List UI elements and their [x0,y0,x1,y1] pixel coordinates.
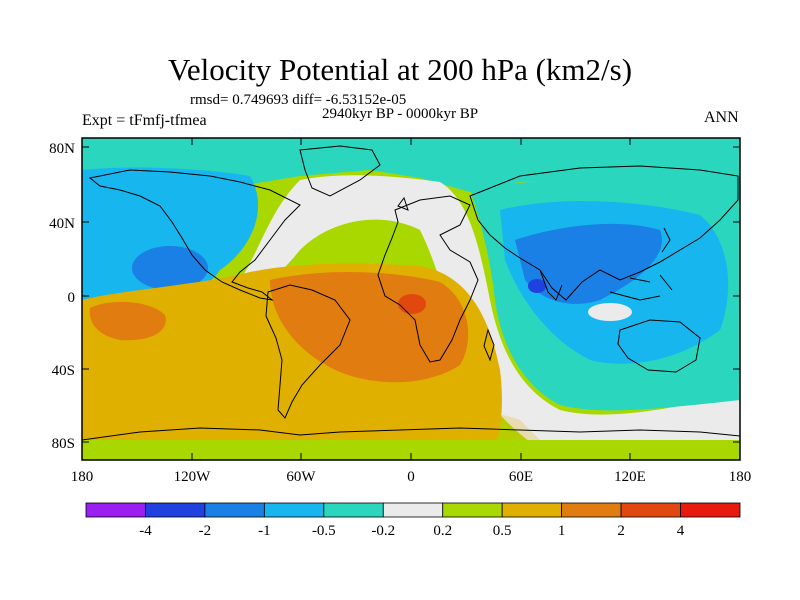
field-south-tint [82,360,560,460]
stats-subtitle: rmsd= 0.749693 diff= -6.53152e-05 [190,92,407,108]
colorbar-swatch-6 [442,502,503,518]
lon-label-120e: 120E [614,469,646,485]
colorbar-swatch-3 [263,502,325,518]
field-min-indian-ocean [528,279,546,293]
velocity-potential-field [82,138,740,460]
madagascar-outline [483,328,495,362]
colorbar-swatch-2 [204,502,265,518]
period-subtitle: 2940kyr BP - 0000kyr BP [322,106,479,122]
field-blue-deep-pacific [132,246,208,290]
australia-outline [617,319,701,373]
greenland-outline [299,145,381,197]
season-label: ANN [704,109,739,126]
colorbar-swatch-9 [620,502,681,518]
field-max-africa [398,294,426,314]
colorbar-label-0: -4 [139,523,152,539]
colorbar-swatch-4 [323,502,384,518]
colorbar-swatch-1 [145,502,206,518]
colorbar-label-3: -0.5 [312,523,336,539]
field-blue-pacific [82,167,259,304]
lon-axis: 180 120W 60W 0 60E 120E 180 [71,138,752,485]
lon-label-0: 0 [407,469,415,485]
coastlines [82,145,740,441]
lon-label-120w: 120W [174,469,212,485]
colorbar: -4 -2 -1 -0.5 -0.2 0.2 0.5 1 2 4 [85,502,741,539]
colorbar-swatch-5 [382,502,444,518]
colorbar-label-2: -1 [258,523,271,539]
north-america-outline [88,169,301,301]
lat-label-80n: 80N [49,141,75,157]
field-gray-patch [588,303,632,321]
colorbar-swatch-8 [561,502,622,518]
lat-axis: 80N 40N 0 40S 80S [49,141,740,452]
colorbar-label-7: 1 [558,523,566,539]
field-blue-deep-asia [515,223,662,304]
south-america-outline [265,284,351,419]
lon-label-60w: 60W [286,469,316,485]
lat-label-40n: 40N [49,216,75,232]
lat-label-0: 0 [68,290,76,306]
europe-africa-outline [377,195,479,363]
field-antarctic-band [82,440,740,460]
colorbar-label-8: 2 [617,523,625,539]
colorbar-label-4: -0.2 [371,523,395,539]
uk-outline [397,196,409,211]
antarctica-outline [82,427,740,441]
lat-label-80s: 80S [52,436,75,452]
india-outline [539,269,563,301]
lon-label-60e: 60E [509,469,533,485]
colorbar-swatch-7 [501,502,563,518]
lat-label-40s: 40S [52,363,75,379]
maritime-continent-outline [609,274,673,301]
colorbar-label-9: 4 [677,523,685,539]
experiment-label: Expt = tFmfj-tfmea [82,112,207,129]
colorbar-swatch-10 [680,502,741,518]
colorbar-swatch-0 [85,502,146,518]
lon-label-180e: 180 [729,469,752,485]
asia-outline [469,165,739,301]
lon-label-180w: 180 [71,469,94,485]
colorbar-label-6: 0.5 [493,523,512,539]
japan-outline [661,227,671,253]
colorbar-label-5: 0.2 [433,523,452,539]
map-title: Velocity Potential at 200 hPa (km2/s) [167,52,633,87]
field-teal-north [82,138,740,210]
colorbar-label-1: -2 [199,523,212,539]
field-orange-pacific [89,301,166,341]
